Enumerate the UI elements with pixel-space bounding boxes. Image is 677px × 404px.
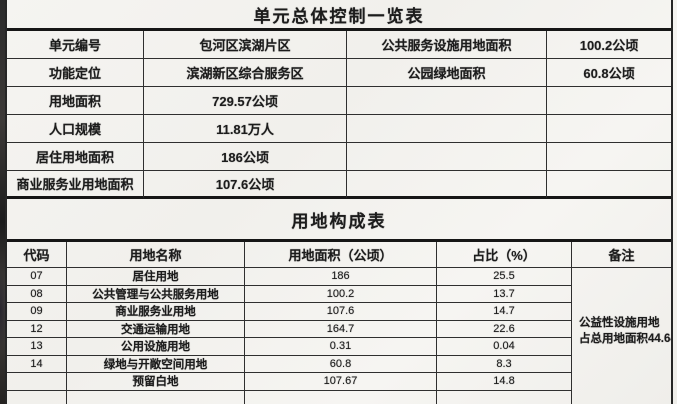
name-cell: 居住用地 — [67, 268, 245, 286]
remark-line: 占总用地面积44.64% — [579, 332, 671, 345]
empty-cell — [347, 115, 547, 143]
code-cell — [7, 390, 67, 404]
column-header-name: 用地名称 — [67, 242, 245, 268]
field-value: 100.2公顷 — [547, 31, 671, 59]
empty-cell — [347, 87, 547, 115]
code-cell: 12 — [7, 320, 67, 338]
code-cell: 08 — [7, 285, 67, 303]
name-cell: 商业服务业用地 — [67, 303, 245, 321]
field-label: 居住用地面积 — [7, 143, 144, 171]
code-cell: 07 — [7, 268, 67, 286]
remark-cell: 公益性设施用地 占总用地面积44.64% — [572, 268, 671, 404]
empty-cell — [547, 115, 671, 143]
area-cell: 164.7 — [245, 320, 437, 338]
name-cell: 公共管理与公共服务用地 — [67, 285, 245, 303]
name-cell: 公用设施用地 — [67, 338, 245, 356]
field-label: 单元编号 — [7, 31, 144, 59]
code-cell: 14 — [7, 355, 67, 373]
field-label: 人口规模 — [7, 115, 144, 143]
field-value: 729.57公顷 — [144, 87, 347, 115]
area-cell: 107.67 — [245, 373, 437, 391]
field-label: 公共服务设施用地面积 — [347, 31, 547, 59]
area-cell: 186 — [245, 268, 437, 286]
field-value: 60.8公顷 — [547, 59, 671, 87]
percent-cell: 14.7 — [437, 303, 572, 321]
area-cell: 60.8 — [245, 355, 437, 373]
area-cell: 107.6 — [245, 303, 437, 321]
percent-cell: 8.3 — [437, 355, 572, 373]
percent-cell: 14.8 — [437, 373, 572, 391]
percent-cell: 25.5 — [437, 268, 572, 286]
area-cell — [245, 390, 437, 404]
name-cell: 交通运输用地 — [67, 320, 245, 338]
field-value: 186公顷 — [144, 143, 347, 171]
field-value: 11.81万人 — [144, 115, 347, 143]
name-cell — [67, 390, 245, 404]
field-value: 包河区滨湖片区 — [144, 31, 347, 59]
name-cell: 绿地与开敞空间用地 — [67, 355, 245, 373]
empty-cell — [547, 87, 671, 115]
table1-title: 单元总体控制一览表 — [7, 0, 671, 31]
field-value: 滨湖新区综合服务区 — [144, 59, 347, 87]
empty-cell — [347, 143, 547, 171]
document-tables: 单元总体控制一览表 单元编号 包河区滨湖片区 公共服务设施用地面积 100.2公… — [5, 0, 673, 404]
area-cell: 0.31 — [245, 338, 437, 356]
area-cell: 100.2 — [245, 285, 437, 303]
field-label: 公园绿地面积 — [347, 59, 547, 87]
empty-cell — [347, 171, 547, 199]
code-cell — [7, 373, 67, 391]
field-label: 商业服务业用地面积 — [7, 171, 144, 199]
percent-cell — [437, 390, 572, 404]
column-header-area: 用地面积（公顷） — [245, 242, 437, 268]
field-value: 107.6公顷 — [144, 171, 347, 199]
name-cell: 预留白地 — [67, 373, 245, 391]
percent-cell: 0.04 — [437, 338, 572, 356]
empty-cell — [547, 171, 671, 199]
code-cell: 09 — [7, 303, 67, 321]
land-use-composition-table: 代码 用地名称 用地面积（公顷） 占比（%） 备注 公益性设施用地 占总用地面积… — [7, 242, 671, 404]
column-header-remark: 备注 — [572, 242, 671, 268]
column-header-code: 代码 — [7, 242, 67, 268]
scan-artifact — [0, 270, 8, 350]
percent-cell: 22.6 — [437, 320, 572, 338]
field-label: 用地面积 — [7, 87, 144, 115]
remark-line: 公益性设施用地 — [579, 316, 660, 329]
unit-control-table: 单元编号 包河区滨湖片区 公共服务设施用地面积 100.2公顷 功能定位 滨湖新… — [7, 31, 671, 199]
field-label: 功能定位 — [7, 59, 144, 87]
percent-cell: 13.7 — [437, 285, 572, 303]
page-scan-edge — [0, 0, 5, 404]
empty-cell — [547, 143, 671, 171]
code-cell: 13 — [7, 338, 67, 356]
column-header-percent: 占比（%） — [437, 242, 572, 268]
table2-title: 用地构成表 — [7, 199, 671, 242]
